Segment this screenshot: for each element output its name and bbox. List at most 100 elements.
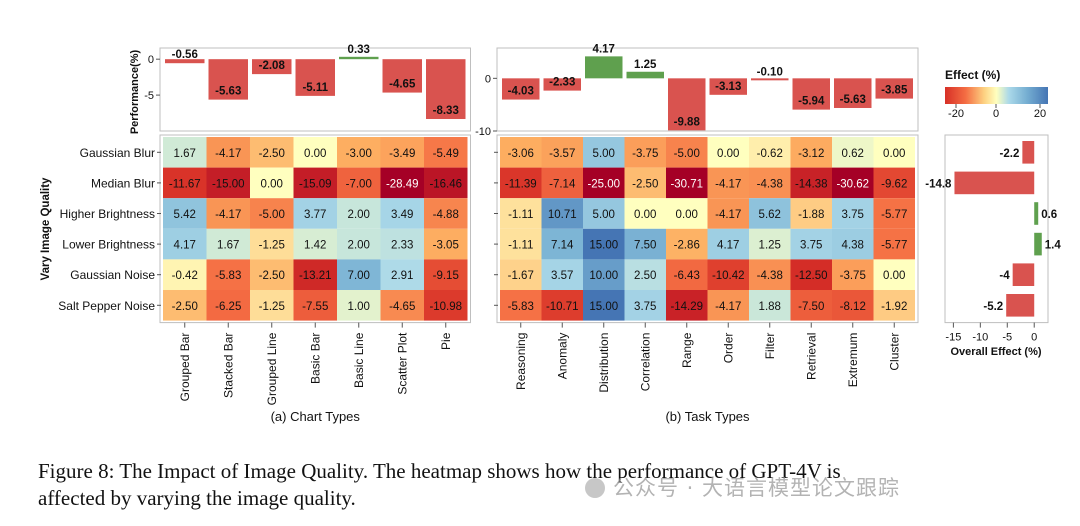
figure-heatmap: 1.67 -4.17 -2.50 0.00 -3.00 -3.49 -5.49-11.67-… — [40, 43, 1062, 424]
cell-label: -2.50 — [259, 148, 285, 160]
bar-value-label: -2.08 — [259, 60, 286, 72]
cell-label: -1.25 — [259, 301, 285, 313]
heatmap-cell — [873, 167, 915, 199]
heatmap-cell — [293, 167, 337, 199]
performance-bar — [668, 78, 706, 131]
cell-label: -3.75 — [840, 270, 866, 282]
heatmap-cell — [206, 259, 250, 290]
cell-label: -4.17 — [715, 301, 741, 313]
bar-value-label: -4.03 — [508, 86, 534, 98]
overall-value-label: -4 — [999, 270, 1010, 282]
cell-label: -3.12 — [798, 148, 824, 160]
performance-bar — [339, 56, 379, 60]
heatmap-cell — [163, 259, 207, 290]
heatmap-cell — [206, 290, 250, 321]
heatmap-cell — [424, 259, 468, 290]
bar-y-axis-label: Performance(%) — [129, 49, 141, 134]
cell-label: 0.00 — [304, 148, 326, 160]
cell-label: 1.67 — [217, 240, 239, 252]
cell-label: -3.00 — [346, 148, 372, 160]
heatmap-cell — [500, 228, 542, 260]
colorbar-legend: Effect (%) -20 0 20 — [945, 68, 1048, 120]
cell-label: -25.00 — [587, 178, 620, 190]
cell-label: -5.83 — [508, 301, 534, 313]
heatmap-cell — [163, 290, 207, 321]
heatmap-cell — [790, 290, 832, 321]
heatmap-cell — [250, 167, 294, 199]
cell-label: -1.67 — [508, 270, 534, 282]
bar-value-label: 1.25 — [634, 59, 657, 71]
heatmap-cell — [293, 137, 337, 168]
watermark-text: 公众号 · 大语言模型论文跟踪 — [613, 476, 901, 500]
heatmap-cell — [337, 167, 381, 199]
heatmap-cell — [666, 198, 708, 229]
cell-label: -7.50 — [798, 301, 824, 313]
overall-bar — [954, 171, 1035, 195]
heatmap-cell — [873, 198, 915, 229]
cell-label: -6.43 — [674, 270, 700, 282]
heatmap-cell — [666, 290, 708, 321]
cell-label: -14.38 — [795, 178, 828, 190]
heatmap-cell — [624, 167, 666, 199]
heatmap-cell — [541, 259, 583, 290]
cell-label: 10.71 — [548, 209, 577, 221]
heatmap-cell — [250, 198, 294, 229]
row-label: Gaussian Blur — [80, 146, 155, 160]
colorbar-tick-label: -20 — [948, 108, 964, 120]
heatmap-cell — [790, 167, 832, 199]
heatmap-cell — [541, 167, 583, 199]
performance-bar — [709, 78, 747, 95]
cell-label: -3.05 — [433, 240, 459, 252]
heatmap-cell — [749, 290, 791, 321]
cell-label: 2.50 — [634, 270, 656, 282]
heatmap-cell — [624, 228, 666, 260]
column-label: Range — [680, 332, 694, 368]
overall-bar — [1006, 294, 1035, 317]
cell-label: -1.11 — [508, 209, 533, 221]
cell-label: -7.00 — [346, 178, 372, 190]
chart-types-panel: 1.67 -4.17 -2.50 0.00 -3.00 -3.49 -5.49-11.67-… — [40, 44, 471, 424]
heatmap-cell — [666, 137, 708, 168]
panel-subtitle: (b) Task Types — [665, 409, 750, 424]
heatmap-cell — [206, 228, 250, 260]
cell-label: 0.00 — [634, 209, 656, 221]
heatmap-cell — [749, 137, 791, 168]
bar-y-tick-label: 0 — [485, 73, 491, 85]
overall-value-label: 1.4 — [1045, 240, 1062, 252]
bar-value-label: -8.33 — [433, 105, 459, 117]
cell-label: 4.17 — [717, 240, 739, 252]
performance-bar — [252, 59, 292, 75]
cell-label: -30.62 — [836, 178, 869, 190]
cell-label: 5.00 — [593, 209, 615, 221]
bar-value-label: -5.63 — [840, 94, 866, 106]
overall-x-tick-label: -15 — [945, 332, 961, 344]
performance-bar — [295, 59, 335, 96]
heatmap-cell — [337, 228, 381, 260]
heatmap-cell — [624, 198, 666, 229]
heatmap-cell — [583, 198, 625, 229]
cell-label: -10.42 — [712, 270, 745, 282]
heatmap-cell — [873, 290, 915, 321]
column-label: Basic Line — [352, 332, 366, 388]
heatmap-cell — [424, 167, 468, 199]
cell-label: 3.75 — [800, 240, 822, 252]
colorbar-title: Effect (%) — [945, 68, 1000, 82]
heatmap-cell — [583, 167, 625, 199]
overall-value-label: -2.2 — [1000, 148, 1020, 160]
heatmap-cell — [707, 198, 749, 229]
heatmap-cell — [624, 137, 666, 168]
column-label: Filter — [763, 333, 777, 360]
heatmap-cell — [832, 259, 874, 290]
cell-label: 7.00 — [348, 270, 370, 282]
heatmap-cell — [790, 198, 832, 229]
bar-value-label: -0.56 — [172, 49, 198, 61]
heatmap-cell — [583, 137, 625, 168]
cell-label: -15.09 — [299, 178, 332, 190]
heatmap-cell — [293, 228, 337, 260]
cell-label: -1.88 — [798, 209, 824, 221]
performance-bar — [585, 56, 623, 79]
row-axis-label: Vary Image Quality — [40, 177, 52, 281]
heatmap-cell — [380, 290, 424, 321]
heatmap-cell — [293, 259, 337, 290]
cell-label: -1.25 — [259, 240, 285, 252]
